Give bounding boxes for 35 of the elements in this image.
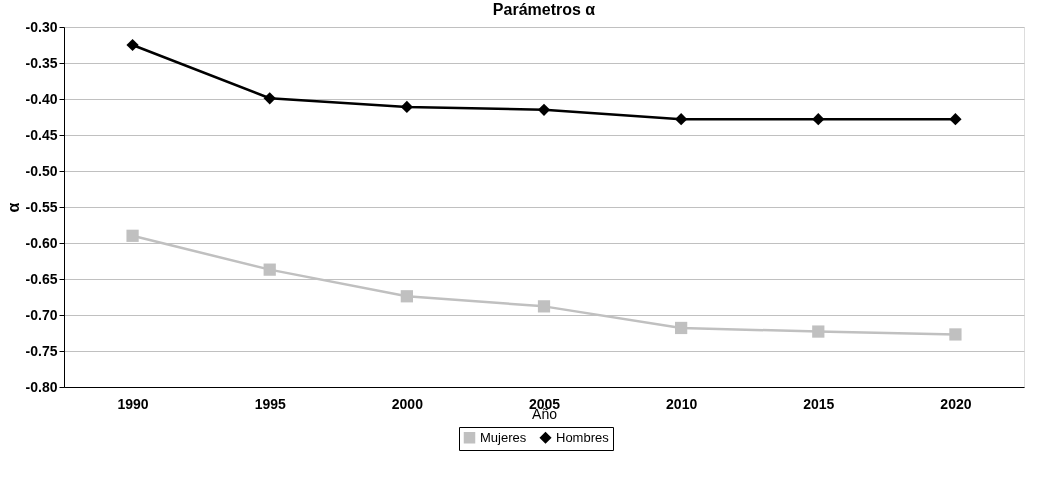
chart-title: Parámetros α bbox=[492, 1, 596, 18]
y-tick-label: -0.60 bbox=[25, 234, 58, 251]
x-tick-label: 2020 bbox=[940, 395, 972, 412]
y-tick-label: -0.50 bbox=[25, 162, 58, 179]
point bbox=[675, 113, 688, 126]
y-tick-label: -0.40 bbox=[25, 90, 58, 107]
y-tick-label: -0.65 bbox=[25, 270, 58, 287]
y-axis-title: α bbox=[4, 202, 22, 213]
x-tick-label: 1990 bbox=[117, 395, 149, 412]
x-tick-label: 2000 bbox=[391, 395, 424, 412]
point bbox=[400, 290, 413, 303]
point bbox=[812, 325, 825, 338]
point bbox=[675, 321, 688, 335]
point bbox=[400, 100, 413, 114]
point bbox=[126, 38, 139, 52]
point bbox=[949, 113, 962, 126]
y-tick-label: -0.55 bbox=[25, 198, 58, 215]
point bbox=[537, 103, 551, 116]
point bbox=[263, 263, 276, 276]
y-tick-label: -0.45 bbox=[25, 126, 58, 143]
y-tick-label: -0.80 bbox=[25, 378, 58, 395]
point bbox=[949, 328, 962, 341]
legend-label: Hombres bbox=[556, 429, 610, 445]
point bbox=[812, 113, 825, 126]
y-tick-label: -0.35 bbox=[25, 54, 58, 71]
x-tick-label: 1995 bbox=[254, 395, 286, 412]
y-tick-label: -0.75 bbox=[25, 342, 58, 359]
point bbox=[263, 92, 276, 105]
y-tick-label: -0.70 bbox=[25, 306, 58, 323]
legend-label: Mujeres bbox=[480, 429, 527, 445]
y-tick-label: -0.30 bbox=[25, 18, 58, 35]
x-tick-label: 2010 bbox=[666, 395, 698, 412]
x-tick-label: 2015 bbox=[803, 395, 835, 412]
point bbox=[537, 300, 551, 313]
point bbox=[126, 229, 139, 242]
